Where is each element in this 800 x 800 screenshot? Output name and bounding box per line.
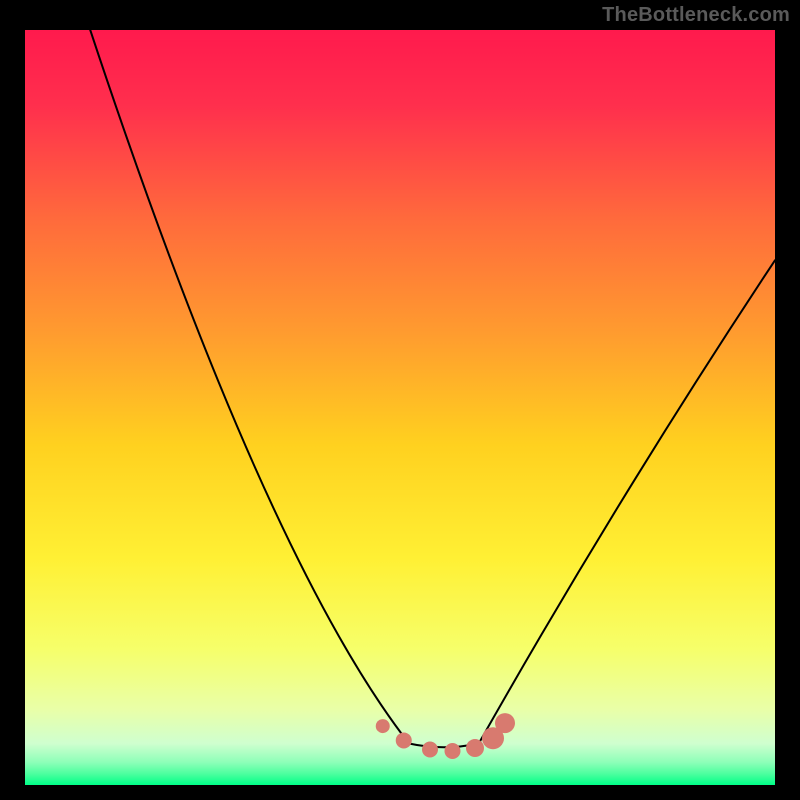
trough-marker bbox=[422, 742, 438, 758]
trough-marker bbox=[466, 739, 484, 757]
chart-container: TheBottleneck.com bbox=[0, 0, 800, 800]
trough-marker-lone bbox=[376, 719, 390, 733]
trough-marker bbox=[396, 732, 412, 748]
gradient-background bbox=[25, 30, 775, 785]
trough-marker bbox=[445, 743, 461, 759]
watermark-text: TheBottleneck.com bbox=[602, 4, 790, 27]
trough-marker bbox=[495, 713, 515, 733]
bottleneck-chart bbox=[25, 30, 775, 785]
